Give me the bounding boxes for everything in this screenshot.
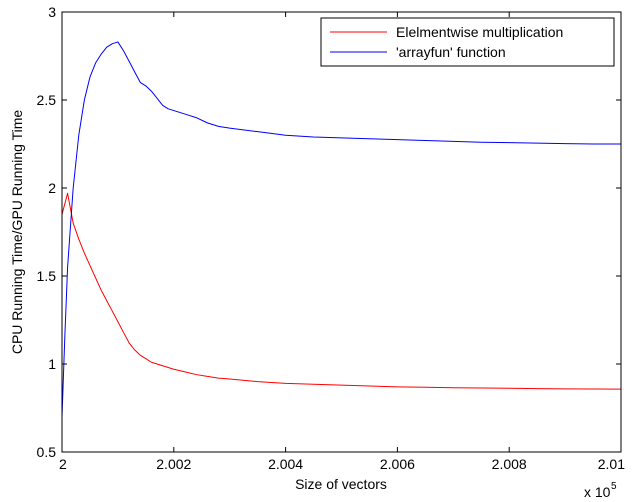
y-tick-label: 3 xyxy=(48,4,56,20)
x-multiplier-exponent: 5 xyxy=(611,481,617,492)
y-tick-label: 2 xyxy=(48,180,56,196)
legend-label-elementwise: Elelmentwise multiplication xyxy=(396,24,563,40)
x-multiplier-base: x 10 xyxy=(584,484,611,500)
y-tick-label: 1.5 xyxy=(37,268,57,284)
x-tick-label: 2.006 xyxy=(380,456,415,472)
y-tick-label: 2.5 xyxy=(37,92,57,108)
legend: Elelmentwise multiplication 'arrayfun' f… xyxy=(320,17,615,67)
plot-background xyxy=(62,12,621,452)
x-tick-label: 2.01 xyxy=(598,456,625,472)
series-line-0 xyxy=(61,192,622,390)
legend-label-arrayfun: 'arrayfun' function xyxy=(396,44,506,60)
x-axis: 2 2.002 2.004 2.006 2.008 2.01 xyxy=(59,12,625,472)
x-tick-label: 2.004 xyxy=(268,456,303,472)
y-tick-label: 1 xyxy=(48,356,56,372)
x-tick-label: 2 xyxy=(59,456,67,472)
series-layer xyxy=(61,41,622,417)
axes-box xyxy=(61,11,622,453)
y-tick-label: 0.5 xyxy=(37,444,57,460)
x-tick-label: 2.008 xyxy=(492,456,527,472)
series-line-1 xyxy=(61,41,621,417)
legend-box xyxy=(320,17,615,67)
x-tick-label: 2.002 xyxy=(156,456,191,472)
y-axis-label: CPU Running Time/GPU Running Time xyxy=(9,110,25,355)
x-axis-multiplier: x 10 5 xyxy=(584,481,617,500)
y-axis: 0.5 1 1.5 2 2.5 3 xyxy=(37,4,621,460)
x-axis-label: Size of vectors xyxy=(295,476,387,492)
